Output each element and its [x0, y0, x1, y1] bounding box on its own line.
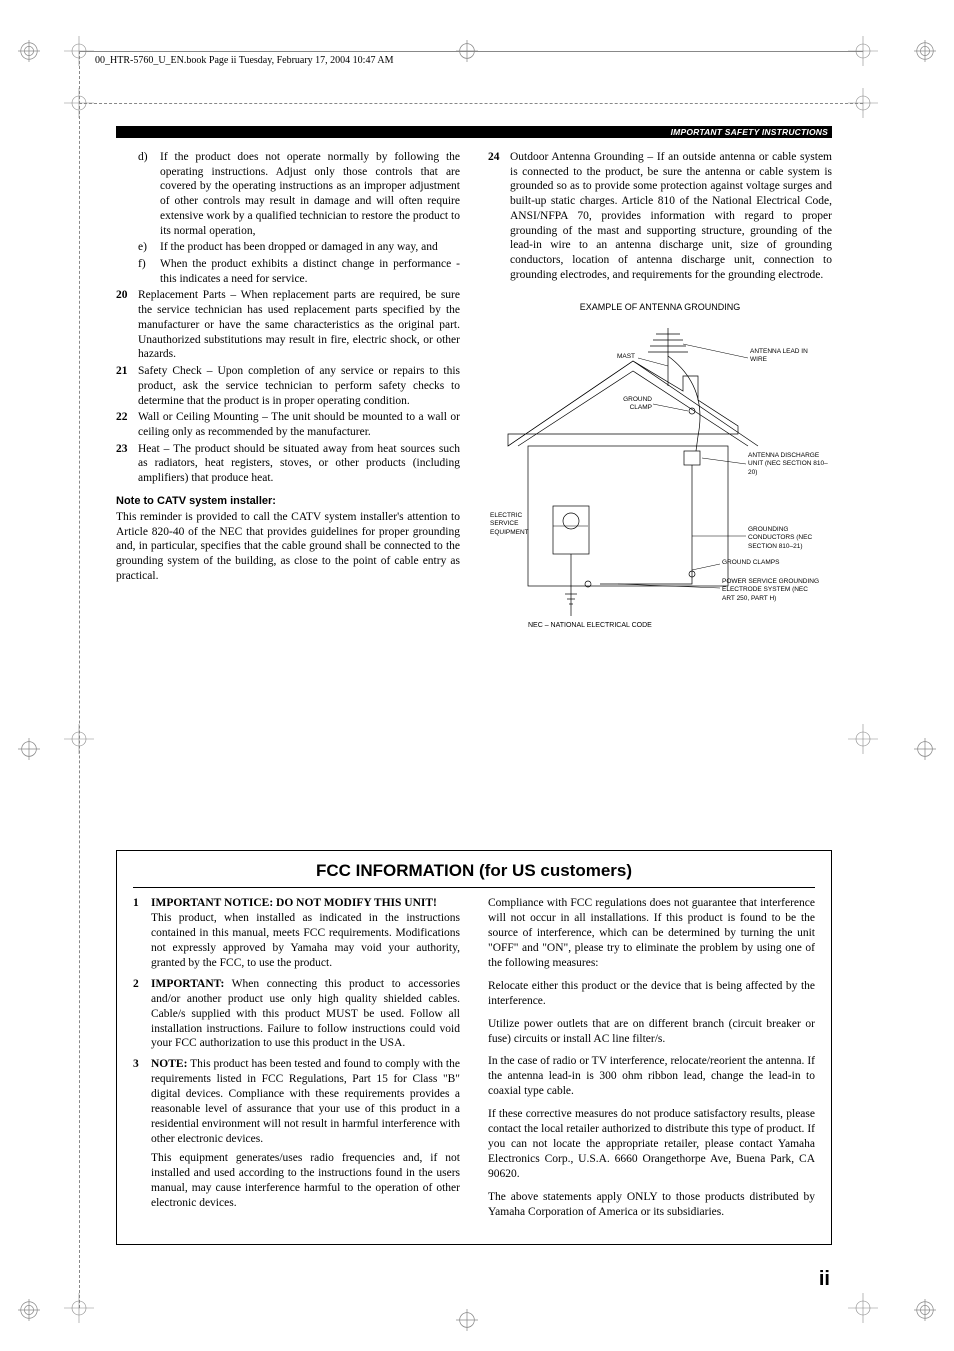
antenna-grounding-diagram: MAST ANTENNA LEAD IN WIRE GROUND CLAMP A…	[488, 326, 832, 656]
page-header-meta: 00_HTR-5760_U_EN.book Page ii Tuesday, F…	[95, 55, 394, 66]
diagram-title: EXAMPLE OF ANTENNA GROUNDING	[488, 302, 832, 314]
fcc-r6: The above statements apply ONLY to those…	[488, 1190, 815, 1220]
crop-mark-icon	[914, 738, 936, 760]
fcc-left-column: 1 IMPORTANT NOTICE: DO NOT MODIFY THIS U…	[133, 896, 460, 1228]
document-page: 00_HTR-5760_U_EN.book Page ii Tuesday, F…	[0, 0, 954, 1351]
fcc-title: FCC INFORMATION (for US customers)	[133, 861, 815, 888]
crop-mark-icon	[18, 40, 40, 62]
label-nec: NEC – NATIONAL ELECTRICAL CODE	[528, 622, 652, 631]
item-20: Replacement Parts – When replacement par…	[138, 288, 460, 362]
item-23: Heat – The product should be situated aw…	[138, 442, 460, 486]
page-number: ii	[819, 1268, 830, 1291]
item-e: If the product has been dropped or damag…	[160, 240, 460, 255]
fcc-r3: Utilize power outlets that are on differ…	[488, 1017, 815, 1047]
label-mast: MAST	[603, 353, 635, 361]
left-column: d)If the product does not operate normal…	[116, 150, 460, 656]
catv-note: Note to CATV system installer: This remi…	[116, 494, 460, 584]
label-electric-service: ELECTRIC SERVICE EQUIPMENT	[490, 512, 548, 537]
fcc-info-box: FCC INFORMATION (for US customers) 1 IMP…	[116, 850, 832, 1245]
item-d: If the product does not operate normally…	[160, 150, 460, 238]
note-body: This reminder is provided to call the CA…	[116, 510, 460, 584]
label-conductors: GROUNDING CONDUCTORS (NEC SECTION 810–21…	[748, 526, 830, 551]
crop-mark-icon	[914, 40, 936, 62]
item-22: Wall or Ceiling Mounting – The unit shou…	[138, 410, 460, 439]
label-power-service: POWER SERVICE GROUNDING ELECTRODE SYSTEM…	[722, 578, 822, 603]
fcc-1-heading: IMPORTANT NOTICE: DO NOT MODIFY THIS UNI…	[151, 896, 460, 911]
note-title: Note to CATV system installer:	[116, 494, 460, 508]
label-discharge-unit: ANTENNA DISCHARGE UNIT (NEC SECTION 810–…	[748, 452, 830, 477]
crop-mark-icon	[18, 738, 40, 760]
fcc-3: NOTE: This product has been tested and f…	[151, 1057, 460, 1210]
section-title-bar: IMPORTANT SAFETY INSTRUCTIONS	[116, 126, 832, 138]
fcc-r2: Relocate either this product or the devi…	[488, 979, 815, 1009]
crop-corner-icon	[848, 724, 878, 754]
section-title: IMPORTANT SAFETY INSTRUCTIONS	[671, 126, 828, 138]
label-ground-clamp: GROUND CLAMP	[608, 396, 652, 413]
crop-mark-icon	[18, 1299, 40, 1321]
crop-mark-icon	[456, 1309, 478, 1331]
label-antenna-lead: ANTENNA LEAD IN WIRE	[750, 348, 810, 365]
item-24: Outdoor Antenna Grounding – If an outsid…	[510, 150, 832, 282]
right-column: 24Outdoor Antenna Grounding – If an outs…	[488, 150, 832, 656]
fcc-r1: Compliance with FCC regulations does not…	[488, 896, 815, 971]
fcc-1-body: This product, when installed as indicate…	[151, 911, 460, 971]
label-ground-clamps: GROUND CLAMPS	[722, 559, 802, 567]
crop-corner-icon	[848, 1293, 878, 1323]
crop-mark-icon	[914, 1299, 936, 1321]
item-21: Safety Check – Upon completion of any se…	[138, 364, 460, 408]
fcc-right-column: Compliance with FCC regulations does not…	[488, 896, 815, 1228]
fcc-r5: If these corrective measures do not prod…	[488, 1107, 815, 1182]
fcc-2: IMPORTANT: When connecting this product …	[151, 977, 460, 1052]
fcc-r4: In the case of radio or TV interference,…	[488, 1054, 815, 1099]
item-f: When the product exhibits a distinct cha…	[160, 257, 460, 286]
